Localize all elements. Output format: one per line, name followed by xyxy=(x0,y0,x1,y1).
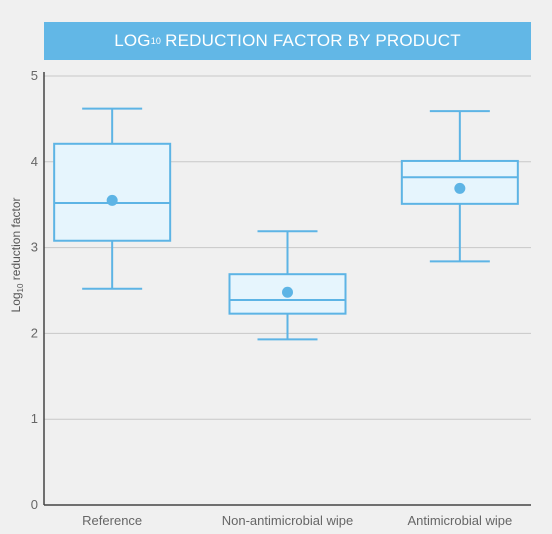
chart-title: LOG 10 REDUCTION FACTOR BY PRODUCT xyxy=(44,22,531,60)
y-tick-label: 0 xyxy=(31,497,38,512)
mean-marker xyxy=(106,194,118,206)
y-tick-label: 1 xyxy=(31,411,38,426)
y-tick-label: 3 xyxy=(31,240,38,255)
box-1 xyxy=(53,107,172,290)
interquartile-box xyxy=(400,159,519,205)
y-axis-title: Log10 reduction factor xyxy=(9,198,25,313)
category-label: Non-antimicrobial wipe xyxy=(222,513,354,528)
boxes xyxy=(53,107,519,341)
y-tick-label: 5 xyxy=(31,68,38,83)
y-tick-label: 4 xyxy=(31,154,38,169)
y-tick-labels: 0 1 2 3 4 5 xyxy=(31,68,38,512)
box-2 xyxy=(228,230,347,341)
axes xyxy=(43,72,531,506)
interquartile-box xyxy=(53,142,172,242)
mean-marker xyxy=(282,286,293,298)
y-tick-label: 2 xyxy=(31,325,38,340)
category-label: Antimicrobial wipe xyxy=(407,513,512,528)
category-label: Reference xyxy=(82,513,142,528)
box-3 xyxy=(400,110,519,263)
category-labels: Reference Non-antimicrobial wipe Antimicro… xyxy=(82,513,512,528)
mean-marker xyxy=(454,182,466,194)
